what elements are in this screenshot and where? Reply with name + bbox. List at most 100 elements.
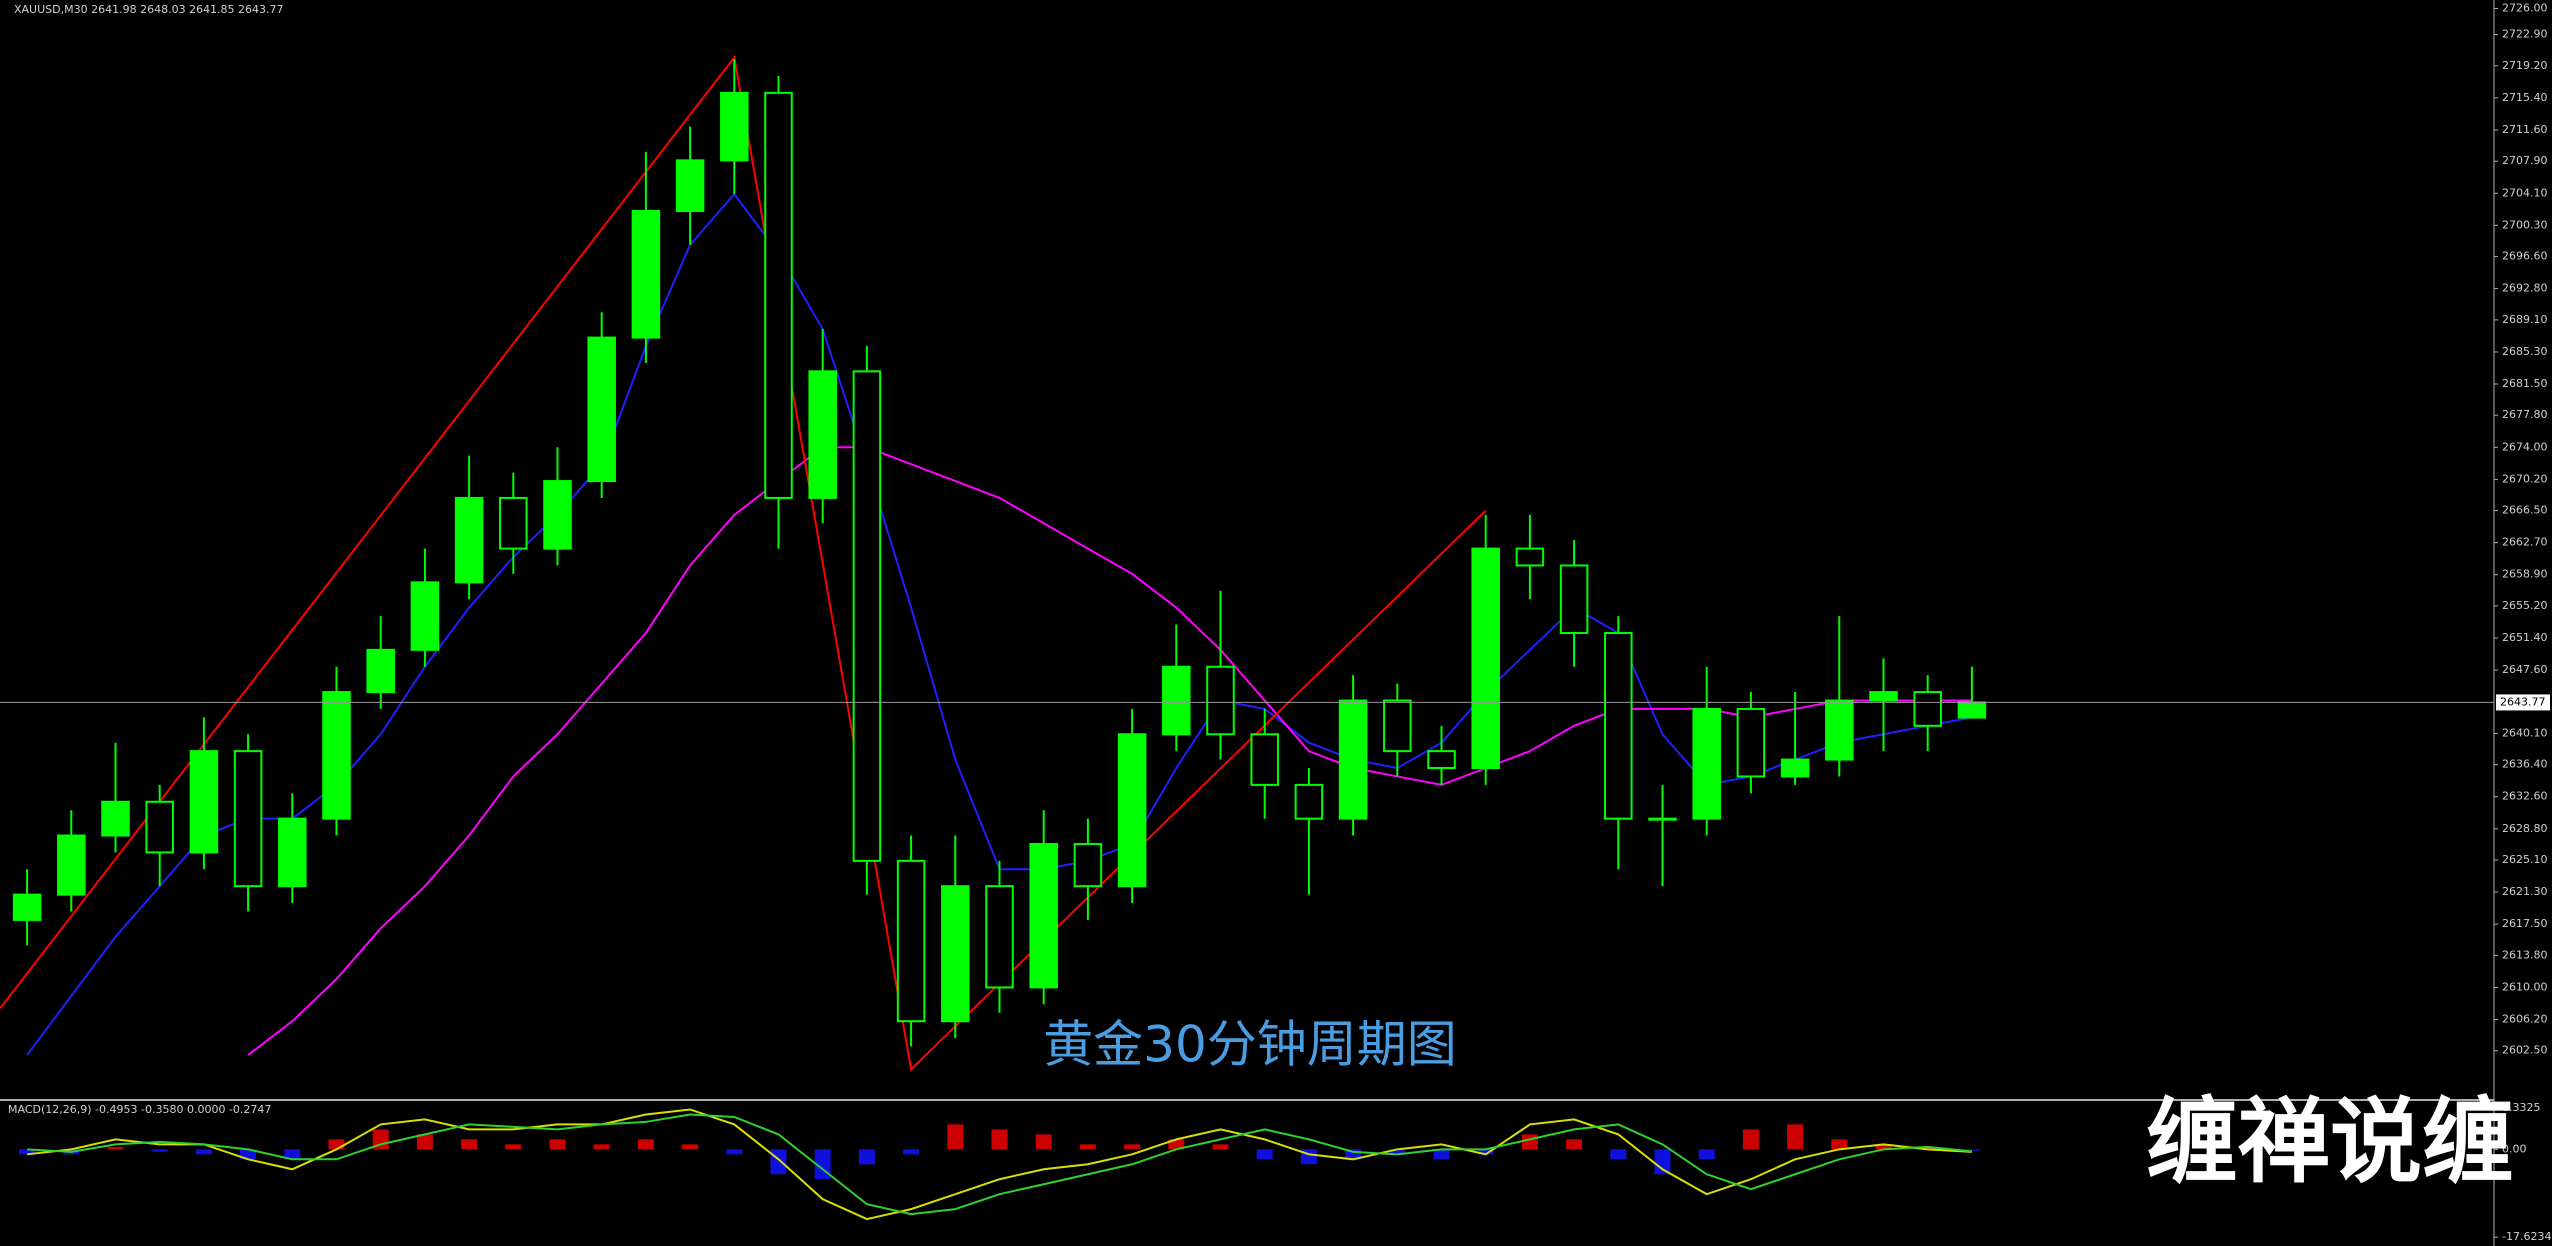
- histogram-bar: [682, 1144, 699, 1150]
- candle-body: [1780, 758, 1810, 778]
- y-tick-label: 2685.30: [2502, 345, 2548, 358]
- candle-body: [499, 496, 528, 550]
- histogram-bar: [1168, 1139, 1185, 1150]
- histogram-bar: [1787, 1124, 1804, 1150]
- y-tick-label: 2670.20: [2502, 472, 2548, 485]
- histogram-bar: [1256, 1149, 1273, 1160]
- y-tick-label: 2662.70: [2502, 536, 2548, 549]
- histogram-bar: [1654, 1149, 1671, 1175]
- last-price-box: [2496, 694, 2550, 711]
- histogram-bar: [505, 1144, 522, 1150]
- watermark: 缠禅说缠: [2146, 1088, 2514, 1195]
- candle-body: [1029, 842, 1058, 989]
- histogram-bar: [284, 1149, 301, 1160]
- histogram-bar: [726, 1149, 743, 1155]
- y-tick-label: 2677.80: [2502, 408, 2548, 421]
- histogram-bar: [903, 1149, 920, 1155]
- candle-body: [366, 648, 395, 694]
- candle-body: [1604, 631, 1633, 820]
- y-tick-label: 2625.10: [2502, 853, 2548, 866]
- candle-body: [1471, 547, 1500, 770]
- y-tick-label: 2707.90: [2502, 154, 2548, 167]
- candle-body: [1869, 691, 1898, 702]
- histogram-bar: [1079, 1144, 1096, 1150]
- candle-body: [1957, 701, 1987, 719]
- y-tick-label: 2640.10: [2502, 726, 2548, 739]
- histogram-bar: [328, 1139, 345, 1150]
- candle-body: [12, 893, 42, 921]
- histogram-bar: [151, 1149, 168, 1152]
- histogram-bar: [1477, 1149, 1494, 1155]
- histogram-bar: [1963, 1149, 1980, 1151]
- y-tick-label: 2674.00: [2502, 440, 2548, 453]
- candle-body: [57, 834, 86, 896]
- candle-body: [233, 750, 263, 888]
- histogram-bar: [1566, 1139, 1583, 1150]
- candle-body: [941, 885, 970, 1023]
- candle-body: [145, 800, 174, 854]
- candle-body: [322, 691, 351, 820]
- histogram-bar: [1919, 1146, 1936, 1150]
- y-tick-label: 2696.60: [2502, 250, 2548, 263]
- histogram-bar: [195, 1149, 212, 1155]
- candle-body: [454, 496, 484, 584]
- y-tick-label: 0.00: [2502, 1142, 2527, 1155]
- macd-line: [26, 1108, 1972, 1221]
- y-tick-label: 2719.20: [2502, 59, 2548, 72]
- histogram-bar: [593, 1144, 610, 1150]
- histogram-bar: [1521, 1134, 1538, 1150]
- histogram-bar: [461, 1139, 478, 1150]
- histogram-bar: [107, 1146, 124, 1150]
- candle-body: [1825, 699, 1854, 761]
- y-tick-label: 2726.00: [2502, 1, 2548, 14]
- candle-body: [1383, 699, 1412, 753]
- histogram-bar: [858, 1149, 875, 1165]
- macd-title: MACD(12,26,9) -0.4953 -0.3580 0.0000 -0.…: [8, 1103, 271, 1116]
- candle-body: [1559, 564, 1589, 634]
- candle-body: [1073, 842, 1103, 888]
- histogram-bar: [549, 1139, 566, 1150]
- y-tick-label: 2692.80: [2502, 282, 2548, 295]
- y-tick-label: -17.6234: [2502, 1230, 2551, 1243]
- zigzag-line: [0, 54, 1487, 1072]
- histogram-bar: [1698, 1149, 1715, 1160]
- y-tick-label: 2711.60: [2502, 123, 2548, 136]
- y-tick-label: 2602.50: [2502, 1044, 2548, 1057]
- y-tick-label: 2658.90: [2502, 568, 2548, 581]
- y-tick-label: 2651.40: [2502, 631, 2548, 644]
- histogram-bar: [947, 1124, 964, 1150]
- y-tick-label: 2621.30: [2502, 885, 2548, 898]
- y-tick-label: 2636.40: [2502, 758, 2548, 771]
- candle-body: [1515, 547, 1545, 567]
- y-tick-label: 2722.90: [2502, 28, 2548, 41]
- y-tick-label: 2700.30: [2502, 218, 2548, 231]
- y-tick-label: 2689.10: [2502, 313, 2548, 326]
- y-tick-label: 2715.40: [2502, 91, 2548, 104]
- histogram-bar: [991, 1129, 1008, 1150]
- candle-body: [852, 370, 882, 862]
- candle-body: [1648, 817, 1677, 821]
- histogram-bar: [637, 1139, 654, 1150]
- candle-body: [631, 209, 661, 339]
- candle-body: [1692, 707, 1721, 820]
- candle-body: [1162, 665, 1191, 736]
- histogram-bar: [19, 1149, 36, 1155]
- candle-body: [1250, 733, 1279, 786]
- candle-body: [896, 859, 926, 1023]
- y-tick-label: 2613.80: [2502, 948, 2548, 961]
- y-tick-label: 2628.80: [2502, 822, 2548, 835]
- histogram-bar: [416, 1134, 433, 1150]
- macd-line: [27, 1113, 1973, 1216]
- histogram-bar: [240, 1149, 257, 1160]
- histogram-bar: [770, 1149, 787, 1175]
- histogram-bar: [1433, 1149, 1450, 1160]
- candle-body: [1338, 699, 1368, 820]
- candle-body: [1117, 733, 1147, 888]
- y-tick-label: 2704.10: [2502, 186, 2548, 199]
- chart-title: XAUUSD,M30 2641.98 2648.03 2641.85 2643.…: [14, 3, 284, 16]
- moving-average: [247, 446, 1972, 1056]
- candle-body: [543, 480, 572, 550]
- candle-body: [278, 817, 307, 888]
- histogram-bar: [1831, 1139, 1848, 1150]
